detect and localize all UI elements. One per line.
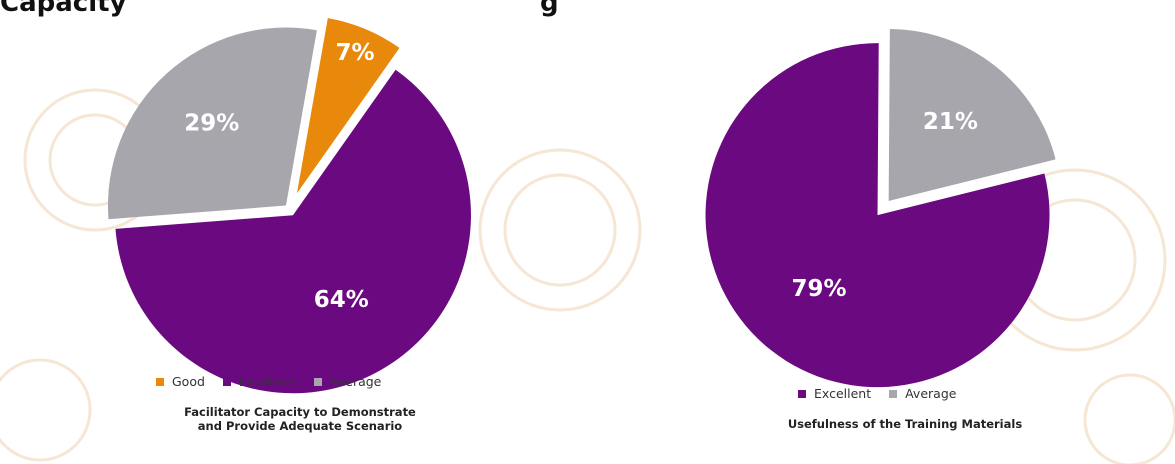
legend-item-good: Good (156, 374, 205, 389)
pie-slice-average (888, 29, 1056, 201)
header-text-partial-right: g (540, 0, 559, 18)
chart-title-left: Facilitator Capacity to Demonstrate and … (184, 405, 416, 433)
legend-item-average: Average (889, 386, 956, 401)
legend-item-excellent: Excellent (798, 386, 871, 401)
pie-chart-training-materials: 79% 21% Excellent Average Usefulness of th… (590, 0, 1175, 464)
pie-svg-left: 7% 64% 29% (107, 18, 471, 394)
legend-left: Good Excellent Average (156, 374, 381, 389)
legend-swatch-average (314, 377, 323, 386)
slice-label-average: 29% (184, 110, 239, 136)
legend-swatch-excellent (798, 389, 806, 398)
slice-label-excellent: 79% (791, 276, 846, 302)
legend-label-good: Good (172, 374, 205, 389)
header-text-partial-left: Capacity (0, 0, 127, 18)
legend-item-average: Average (314, 374, 381, 389)
slice-label-excellent: 64% (314, 287, 369, 313)
pie-slice-average (107, 27, 317, 220)
pie-svg-right: 79% 21% (705, 29, 1056, 388)
legend-item-excellent: Excellent (222, 374, 297, 389)
legend-right: Excellent Average (798, 386, 956, 401)
legend-label-average: Average (905, 386, 957, 401)
legend-label-excellent: Excellent (238, 374, 297, 389)
pie-slice-excellent (705, 43, 1050, 388)
legend-swatch-excellent (222, 377, 231, 386)
legend-label-average: Average (330, 374, 382, 389)
pie-slice-excellent (115, 69, 471, 394)
legend-swatch-average (889, 389, 898, 398)
legend-swatch-good (156, 377, 164, 386)
pie-slice-good (296, 18, 400, 194)
slice-label-average: 21% (923, 109, 978, 135)
legend-label-excellent: Excellent (814, 386, 872, 401)
slice-label-good: 7% (336, 40, 375, 66)
pie-chart-facilitator-capacity: 7% 64% 29% Good Excellent Average Facilitato… (107, 18, 471, 433)
chart-title-right: Usefulness of the Training Materials (787, 417, 1023, 431)
